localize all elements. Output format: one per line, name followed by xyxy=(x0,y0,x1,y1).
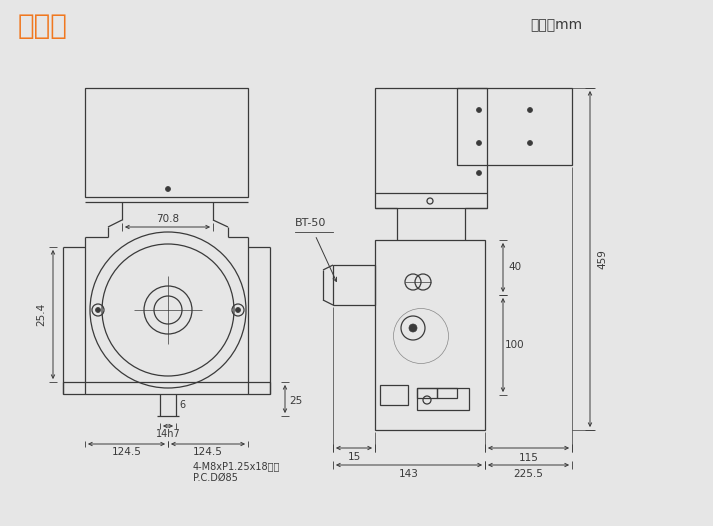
Bar xyxy=(333,265,375,305)
Bar xyxy=(417,388,437,398)
Circle shape xyxy=(528,140,533,146)
Text: P.C.DØ85: P.C.DØ85 xyxy=(193,473,238,483)
Text: 225.5: 225.5 xyxy=(513,469,543,479)
Circle shape xyxy=(409,324,417,332)
Bar xyxy=(437,388,457,398)
Text: 6: 6 xyxy=(179,400,185,410)
Circle shape xyxy=(235,308,240,312)
Bar xyxy=(417,388,469,410)
Text: 143: 143 xyxy=(399,469,419,479)
Circle shape xyxy=(528,107,533,113)
Text: 25.4: 25.4 xyxy=(36,303,46,326)
Text: 124.5: 124.5 xyxy=(193,447,223,457)
Bar xyxy=(457,88,572,165)
Bar xyxy=(248,382,270,394)
Bar xyxy=(375,240,485,430)
Text: 15: 15 xyxy=(347,452,361,462)
Text: 尺寸圖: 尺寸圖 xyxy=(18,12,68,40)
Text: 4-M8xP1.25x18深，: 4-M8xP1.25x18深， xyxy=(193,461,280,471)
Circle shape xyxy=(476,107,481,113)
Text: BT-50: BT-50 xyxy=(295,218,327,228)
Bar xyxy=(85,88,248,197)
Text: 459: 459 xyxy=(597,249,607,269)
Text: 40: 40 xyxy=(508,262,522,272)
Text: 14h7: 14h7 xyxy=(155,429,180,439)
Bar xyxy=(375,88,487,208)
Bar xyxy=(63,382,85,394)
Circle shape xyxy=(96,308,101,312)
Text: 124.5: 124.5 xyxy=(111,447,141,457)
Text: 70.8: 70.8 xyxy=(156,214,179,224)
Circle shape xyxy=(165,187,170,191)
Text: 100: 100 xyxy=(506,340,525,350)
Circle shape xyxy=(476,170,481,176)
Text: 單位：mm: 單位：mm xyxy=(530,18,582,32)
Bar xyxy=(380,385,408,405)
Text: 25: 25 xyxy=(289,396,302,406)
Circle shape xyxy=(476,140,481,146)
Text: 115: 115 xyxy=(518,453,538,463)
